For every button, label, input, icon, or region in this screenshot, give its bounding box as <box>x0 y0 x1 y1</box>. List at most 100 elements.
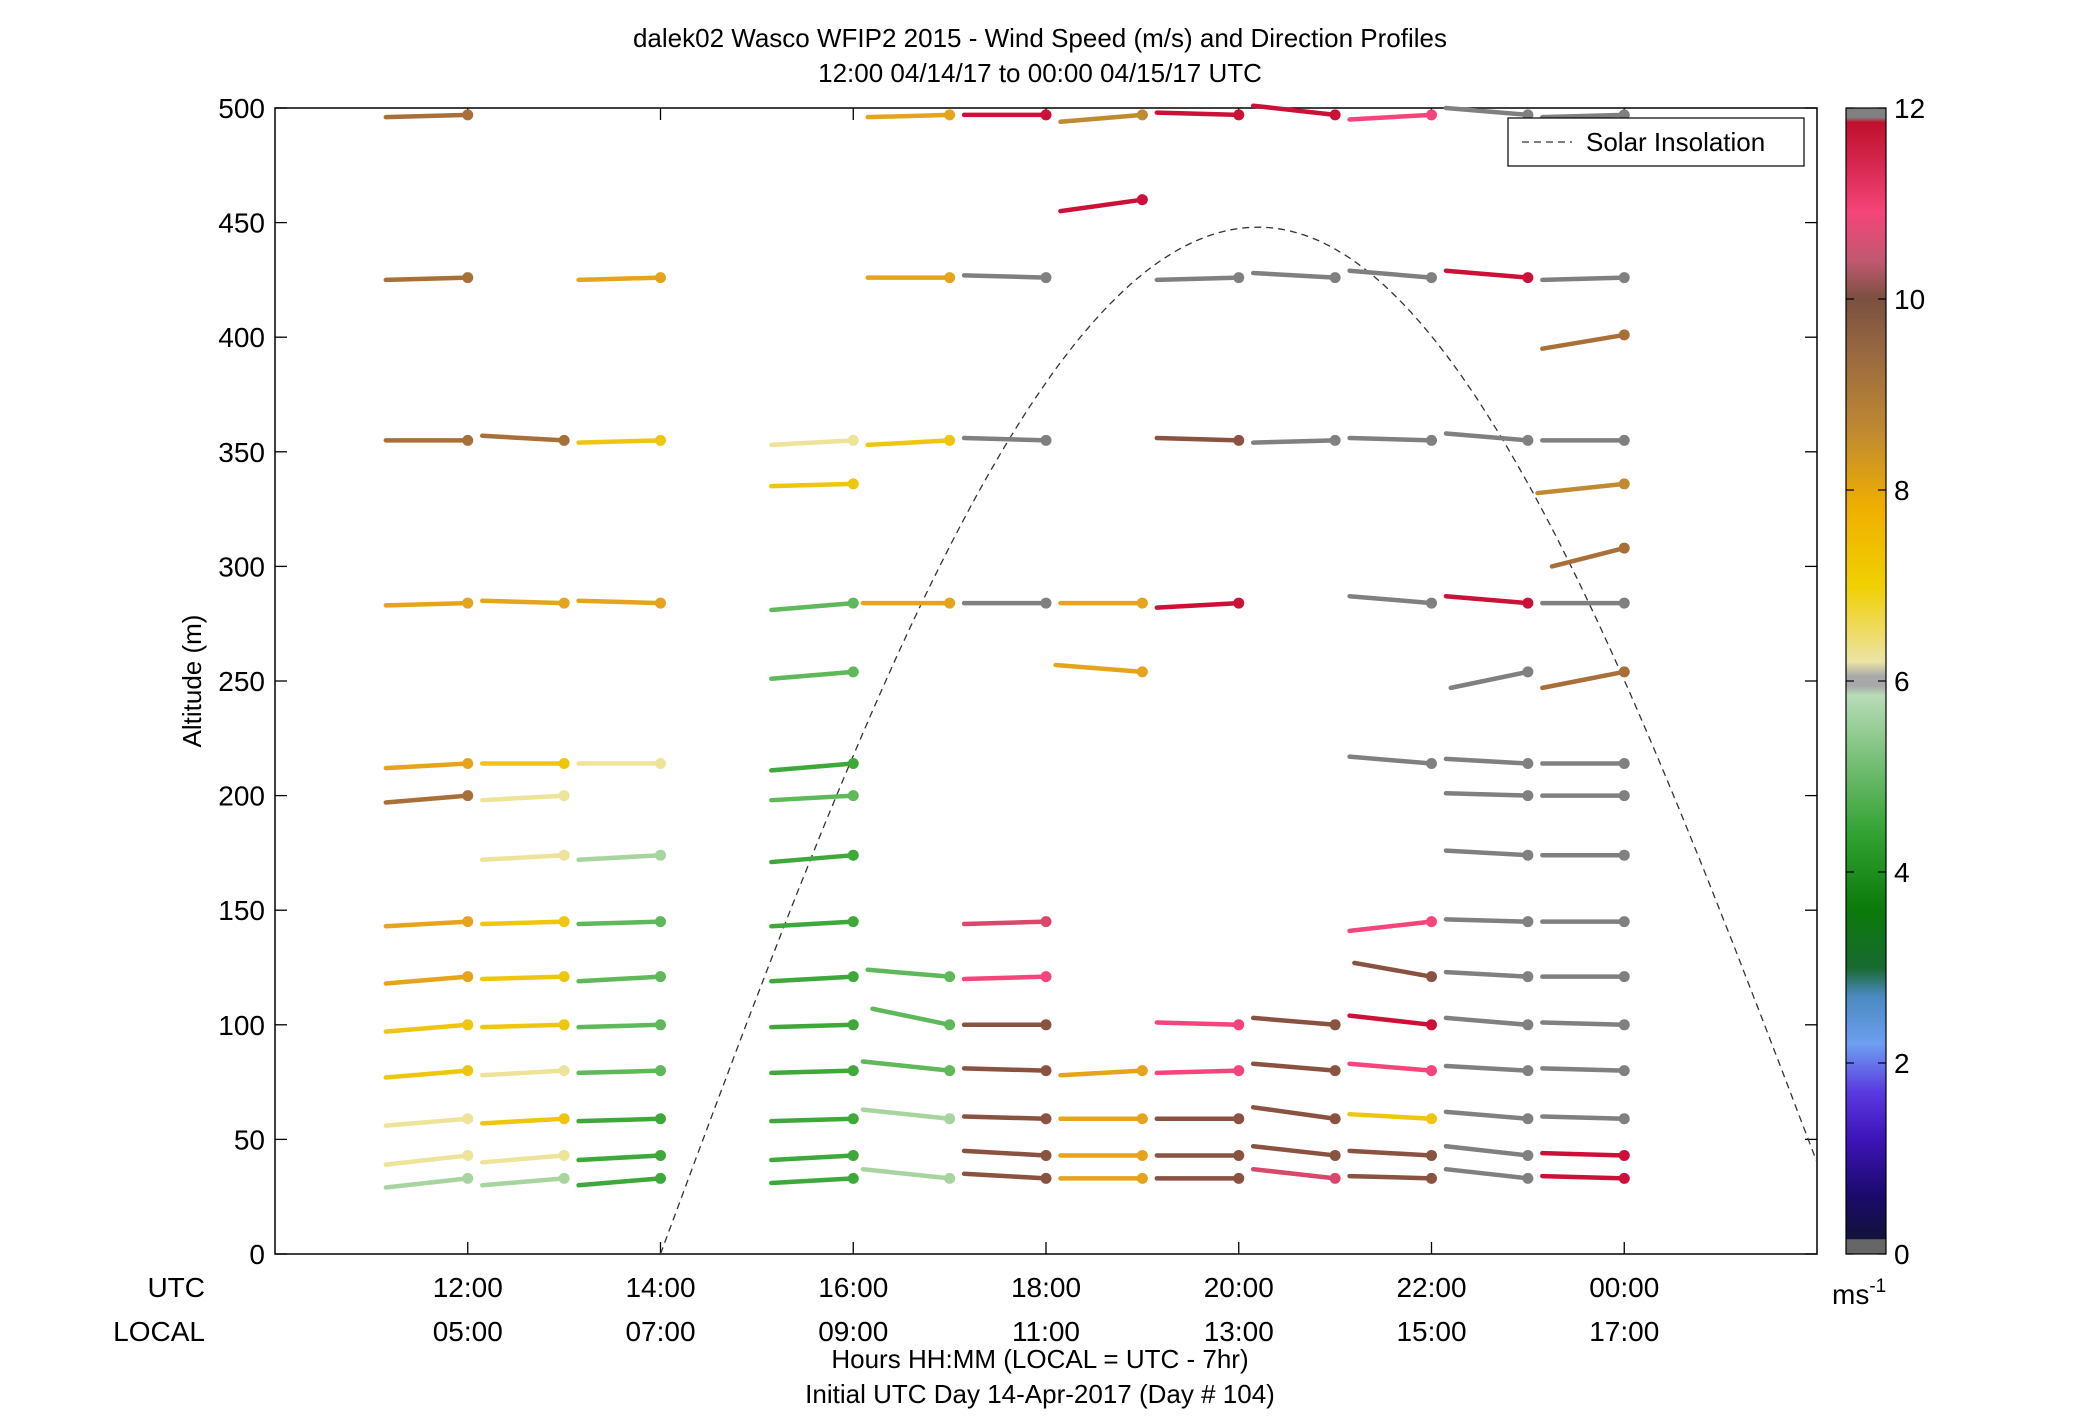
wind-barb-line <box>1448 669 1531 691</box>
wind-barb-point <box>1040 434 1052 446</box>
wind-barb-line <box>1347 754 1434 766</box>
wind-barb-line <box>769 1116 856 1124</box>
wind-barb-point <box>944 109 956 121</box>
legend: Solar Insolation <box>1507 117 1805 167</box>
wind-barb-line <box>576 1116 663 1124</box>
colorbar-tick-label: 4 <box>1894 857 1910 888</box>
wind-barb-point <box>847 971 859 983</box>
wind-barb-point <box>558 1172 570 1184</box>
wind-barb-line <box>961 919 1049 927</box>
wind-barb-point <box>1522 971 1534 983</box>
wind-barb-point <box>1618 1113 1630 1125</box>
wind-barb-point <box>1233 1149 1245 1161</box>
wind-barb-line <box>1347 1111 1434 1122</box>
wind-barb-point <box>655 1019 666 1031</box>
wind-barb-point <box>1522 272 1534 284</box>
chart-subtitle: 12:00 04/14/17 to 00:00 04/15/17 UTC <box>818 58 1262 88</box>
wind-barb-line <box>769 600 856 613</box>
wind-barb-point <box>1522 1113 1534 1125</box>
wind-barb-point <box>1136 1172 1148 1184</box>
wind-barb-line <box>1154 110 1241 118</box>
wind-barb-line <box>383 275 470 283</box>
wind-barb-point <box>1618 597 1630 609</box>
legend-label: Solar Insolation <box>1586 127 1765 157</box>
wind-barb-point <box>944 1019 956 1031</box>
wind-barb-line <box>1250 1105 1338 1122</box>
wind-barb-point <box>462 597 474 609</box>
wind-barb-line <box>576 598 663 606</box>
wind-barb-line <box>479 852 567 863</box>
wind-barb-point <box>847 1113 859 1125</box>
wind-barb-line <box>1540 1020 1627 1028</box>
wind-barb-point <box>558 1019 570 1031</box>
wind-barb-line <box>1347 1148 1434 1158</box>
wind-barb-line <box>1535 481 1627 496</box>
wind-barb-point <box>462 1149 474 1161</box>
y-tick-label: 400 <box>218 322 265 353</box>
wind-barb-line <box>769 438 856 448</box>
wind-barb-point <box>1426 1149 1437 1161</box>
x-tick-label-local: 07:00 <box>625 1316 695 1347</box>
wind-barb-line <box>576 1022 663 1030</box>
wind-barb-point <box>847 1172 859 1184</box>
wind-barb-point <box>655 597 666 609</box>
wind-barb-point <box>1522 434 1534 446</box>
wind-barb-line <box>1154 275 1241 283</box>
wind-barb-point <box>1426 272 1437 284</box>
wind-barb-point <box>1136 1149 1148 1161</box>
wind-barb-line <box>1058 197 1145 214</box>
wind-barb-point <box>1618 329 1630 341</box>
wind-barb-line <box>860 1059 952 1073</box>
wind-barb-line <box>1250 1166 1338 1181</box>
wind-barb-line <box>1540 1150 1627 1158</box>
y-tick-label: 300 <box>218 551 265 582</box>
wind-barb-point <box>1040 1113 1052 1125</box>
wind-barb-point <box>655 1065 666 1077</box>
x-axis-label: Hours HH:MM (LOCAL = UTC - 7hr) <box>831 1344 1248 1374</box>
wind-barb-line <box>1347 1013 1434 1028</box>
wind-barb-point <box>1426 434 1437 446</box>
wind-barb-point <box>944 1172 956 1184</box>
wind-barb-point <box>1618 272 1630 284</box>
wind-barb-line <box>576 1153 663 1163</box>
wind-barb-point <box>1522 1172 1534 1184</box>
wind-barb-line <box>1347 919 1434 934</box>
wind-barb-point <box>1618 478 1630 490</box>
wind-barb-point <box>1426 1065 1437 1077</box>
wind-barb-line <box>1058 1068 1145 1078</box>
wind-barb-point <box>847 597 859 609</box>
wind-barb-line <box>383 919 470 929</box>
wind-barb-point <box>655 758 666 770</box>
wind-barb-line <box>1347 112 1434 122</box>
x-tick-label-utc: 20:00 <box>1204 1272 1274 1303</box>
wind-barb-line <box>769 1068 856 1076</box>
wind-barb-point <box>1426 971 1437 983</box>
wind-barb-point <box>1426 597 1437 609</box>
wind-barb-line <box>769 481 856 489</box>
wind-barb-line <box>1540 1114 1627 1122</box>
colorbar-ticks: 0 2 4 6 8 10 12 <box>1846 93 1925 1270</box>
wind-barb-point <box>1040 1065 1052 1077</box>
wind-barb-line <box>383 761 470 771</box>
wind-barb-line <box>1250 1144 1338 1158</box>
wind-barb-line <box>1053 662 1145 675</box>
wind-barb-point <box>655 849 666 861</box>
wind-barb-point <box>1233 1172 1245 1184</box>
wind-barb-point <box>1522 1019 1534 1031</box>
wind-barb-point <box>847 1019 859 1031</box>
wind-barb-line <box>1549 545 1627 569</box>
wind-barb-line <box>479 919 567 927</box>
wind-barb-point <box>1618 971 1630 983</box>
wind-barb-point <box>1040 1172 1052 1184</box>
wind-barb-point <box>1522 1149 1534 1161</box>
wind-barb-point <box>1618 790 1630 802</box>
wind-barb-point <box>1136 109 1148 121</box>
wind-barb-line <box>1540 1173 1627 1181</box>
y-tick-label: 200 <box>218 781 265 812</box>
wind-barb-point <box>462 434 474 446</box>
wind-barb-point <box>1040 272 1052 284</box>
x-tick-label-local: 17:00 <box>1589 1316 1659 1347</box>
wind-barb-point <box>655 971 666 983</box>
wind-barb-line <box>383 1116 470 1128</box>
wind-barb-line <box>769 1153 856 1163</box>
